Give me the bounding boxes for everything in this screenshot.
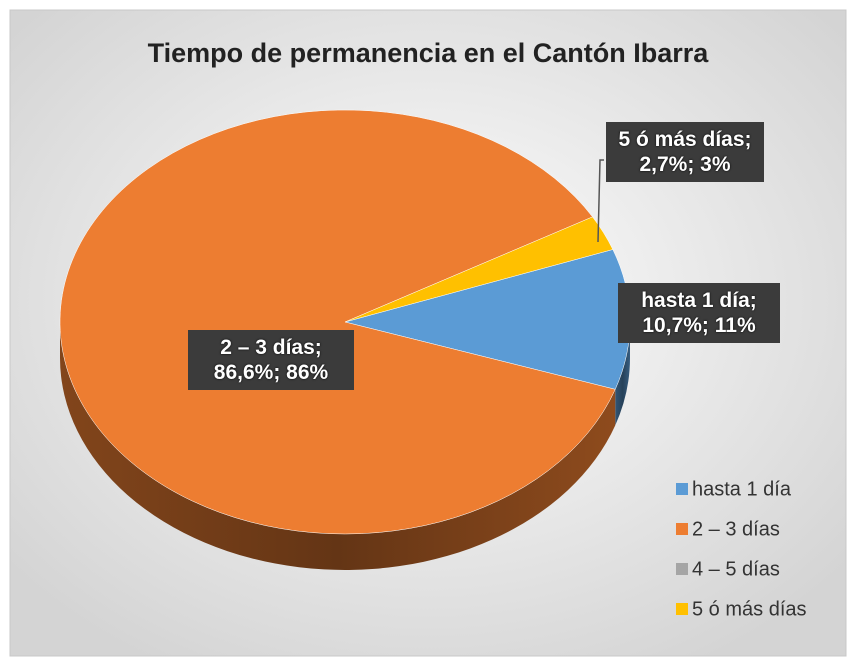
legend-label: 5 ó más días (692, 598, 807, 620)
data-label: hasta 1 día; 10,7%; 11% (618, 283, 780, 343)
legend-swatch (676, 523, 688, 535)
legend-label: hasta 1 día (692, 478, 792, 500)
legend-label: 2 – 3 días (692, 518, 780, 540)
data-label: 5 ó más días; 2,7%; 3% (606, 122, 764, 182)
data-label: 2 – 3 días; 86,6%; 86% (188, 330, 354, 390)
pie-slice (59, 109, 616, 535)
leader-line (597, 159, 604, 243)
pie (59, 109, 631, 570)
legend: hasta 1 día 2 – 3 días 4 – 5 días 5 ó más d… (676, 478, 807, 620)
chart-title: Tiempo de permanencia en el Cantón Ibarr… (148, 38, 710, 68)
legend-swatch (676, 603, 688, 615)
pie-slice-side (59, 322, 616, 570)
pie-slice-side (615, 322, 630, 426)
pie-slice (344, 216, 614, 323)
legend-swatch (676, 563, 688, 575)
legend-label: 4 – 5 días (692, 558, 780, 580)
legend-swatch (676, 483, 688, 495)
